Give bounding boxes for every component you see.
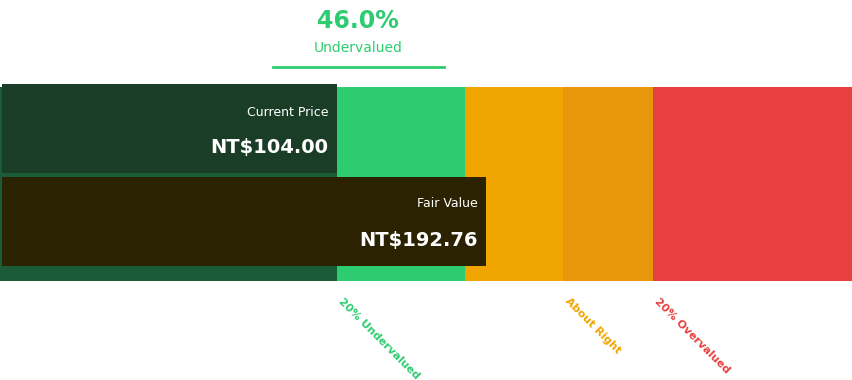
Bar: [652, 258, 852, 281]
Bar: [2, 84, 337, 173]
Bar: [0, 87, 337, 169]
Bar: [464, 258, 562, 281]
Text: About Right: About Right: [562, 296, 622, 356]
Bar: [337, 165, 464, 188]
Bar: [562, 180, 652, 262]
Text: Current Price: Current Price: [246, 106, 328, 119]
Bar: [562, 165, 652, 188]
Text: Fair Value: Fair Value: [417, 197, 477, 210]
Bar: [464, 180, 562, 262]
Text: 46.0%: 46.0%: [317, 9, 399, 33]
Bar: [652, 180, 852, 262]
Bar: [562, 87, 652, 169]
Bar: [464, 87, 562, 169]
Bar: [337, 258, 464, 281]
Bar: [2, 177, 486, 266]
Text: Undervalued: Undervalued: [314, 41, 402, 54]
Text: NT$104.00: NT$104.00: [210, 138, 328, 157]
Bar: [337, 180, 464, 262]
Bar: [0, 258, 337, 281]
Bar: [0, 165, 337, 188]
Bar: [337, 87, 464, 169]
Bar: [652, 87, 852, 169]
Text: 20% Overvalued: 20% Overvalued: [652, 296, 731, 375]
Bar: [562, 258, 652, 281]
Bar: [464, 165, 562, 188]
Bar: [652, 165, 852, 188]
Text: NT$192.76: NT$192.76: [359, 231, 477, 250]
Text: 20% Undervalued: 20% Undervalued: [337, 296, 421, 380]
Bar: [0, 180, 337, 262]
